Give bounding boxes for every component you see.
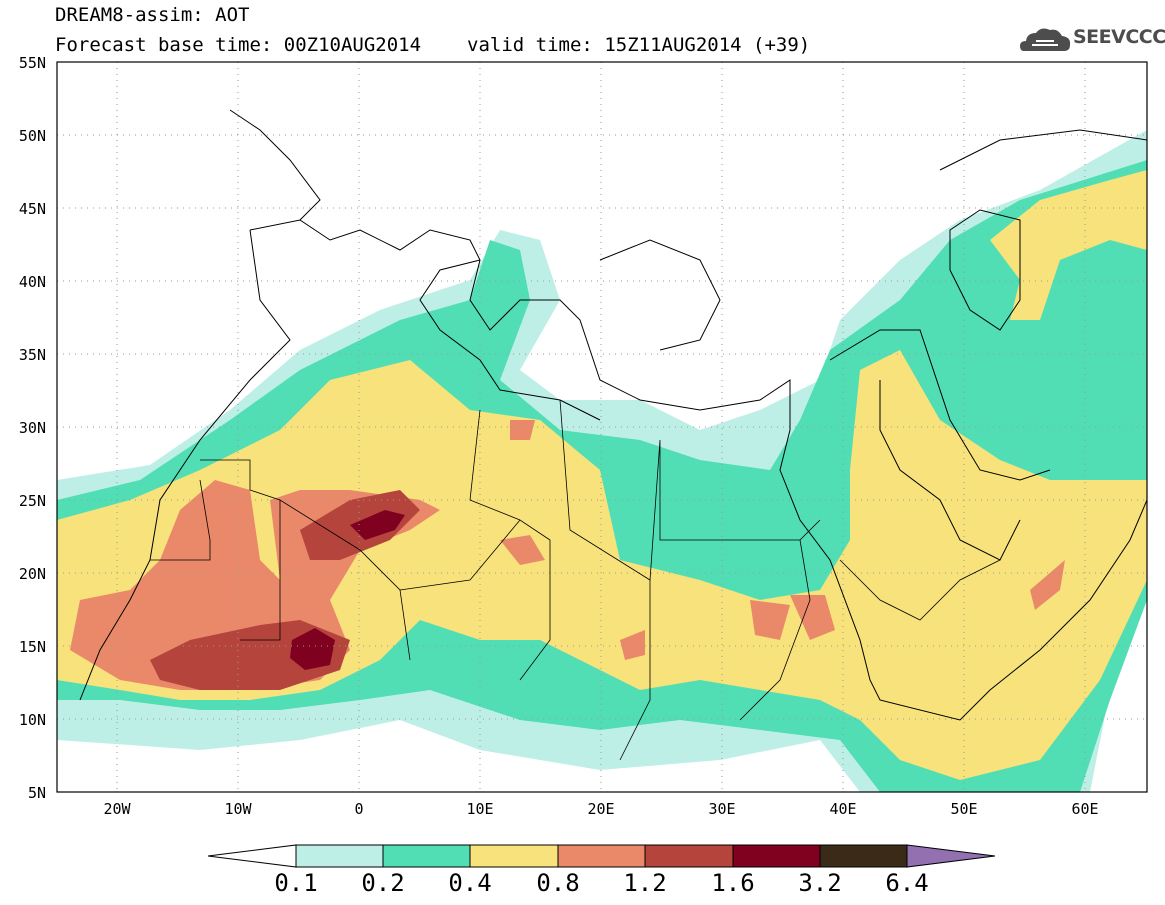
aot-band-1.6 — [290, 510, 405, 670]
lat-label: 35N — [18, 346, 46, 364]
colorbar-high-arrow — [906, 844, 996, 868]
aot-band-0.8-patch — [500, 420, 1065, 660]
lon-label: 20E — [587, 800, 615, 818]
valid-time: valid time: 15Z11AUG2014 (+39) — [467, 34, 811, 56]
colorbar-label: 6.4 — [885, 869, 929, 897]
lon-label: 50E — [950, 800, 978, 818]
forecast-times: Forecast base time: 00Z10AUG2014 valid ti… — [55, 34, 810, 56]
aot-band-1.2 — [150, 490, 420, 690]
lat-label: 50N — [18, 127, 46, 145]
colorbar-label: 0.4 — [448, 869, 492, 897]
lat-label: 5N — [27, 784, 46, 802]
colorbar-label: 1.2 — [623, 869, 667, 897]
colorbar-swatch — [819, 844, 908, 868]
cloud-logo-icon — [1020, 28, 1071, 51]
base-time: Forecast base time: 00Z10AUG2014 — [55, 34, 422, 56]
lat-label: 45N — [18, 200, 46, 218]
colorbar-swatch — [295, 844, 384, 868]
colorbar-swatch — [644, 844, 734, 868]
lon-label: 10W — [224, 800, 252, 818]
lon-label: 0 — [354, 800, 364, 818]
lon-label: 20W — [103, 800, 131, 818]
colorbar-low-arrow — [207, 844, 297, 868]
colorbar-label: 1.6 — [711, 869, 755, 897]
colorbar-label: 0.2 — [361, 869, 405, 897]
lon-label: 60E — [1071, 800, 1099, 818]
lon-label: 40E — [829, 800, 857, 818]
colorbar-label: 3.2 — [798, 869, 842, 897]
colorbar-swatch — [732, 844, 821, 868]
colorbar-swatch — [382, 844, 471, 868]
lon-label: 10E — [466, 800, 494, 818]
colorbar-swatch — [557, 844, 646, 868]
lat-label: 20N — [18, 565, 46, 583]
map-title: DREAM8-assim: AOT — [55, 4, 250, 26]
lat-label: 40N — [18, 273, 46, 291]
colorbar-label: 0.1 — [274, 869, 318, 897]
lat-label: 10N — [18, 711, 46, 729]
lat-label: 15N — [18, 638, 46, 656]
lat-label: 55N — [18, 54, 46, 72]
lat-label: 25N — [18, 492, 46, 510]
lat-label: 30N — [18, 419, 46, 437]
map-frame — [56, 61, 1148, 793]
colorbar-label: 0.8 — [536, 869, 580, 897]
lon-label: 30E — [708, 800, 736, 818]
country-borders — [150, 399, 1001, 761]
aot-fields — [57, 62, 1147, 792]
coastlines — [79, 109, 1147, 721]
logo-text: SEEVCCC — [1073, 26, 1165, 48]
colorbar — [207, 844, 996, 868]
colorbar-swatch — [469, 844, 559, 868]
